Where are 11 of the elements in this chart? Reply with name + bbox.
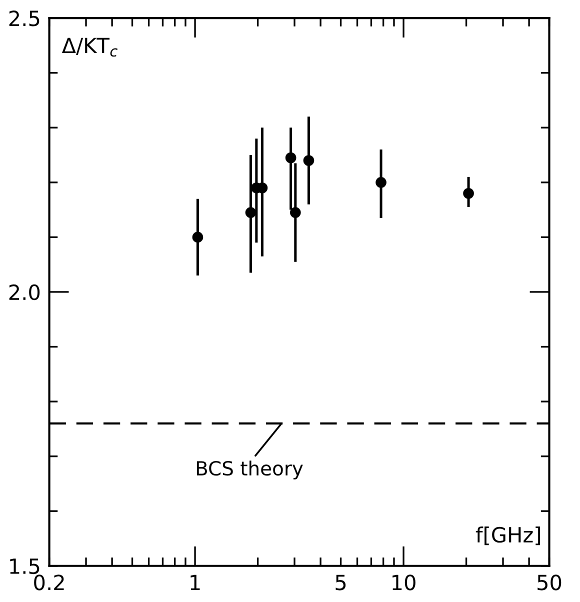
- legend-label: BCS theory: [196, 460, 303, 480]
- y-axis-title: Δ/KT$_{c}$: [62, 38, 118, 57]
- x-tick-label: 5: [336, 574, 346, 590]
- y-tick-label: 2.5: [9, 10, 40, 26]
- x-tick-label: 10: [392, 574, 416, 590]
- y-tick-label: 2.0: [9, 284, 40, 300]
- x-tick-label: 0.2: [34, 574, 64, 590]
- x-tick-label: 50: [538, 574, 562, 590]
- x-tick-label: 1: [190, 574, 200, 590]
- x-axis-title: f[GHz]: [476, 526, 540, 546]
- y-tick-label: 1.5: [10, 558, 40, 574]
